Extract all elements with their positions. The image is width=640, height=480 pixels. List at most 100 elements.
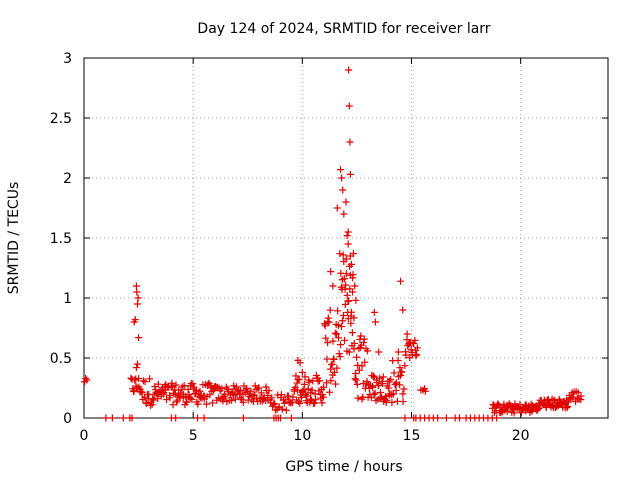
data-point — [239, 398, 247, 406]
data-point — [180, 382, 188, 390]
data-point — [421, 387, 429, 395]
data-point — [146, 401, 154, 409]
data-point — [371, 318, 379, 326]
data-point — [442, 414, 450, 422]
data-point — [267, 399, 275, 407]
data-point — [405, 340, 413, 348]
data-point — [389, 390, 397, 398]
data-point — [335, 334, 343, 342]
y-tick-label: 0.5 — [50, 351, 72, 367]
data-point — [277, 414, 284, 422]
x-tick-label: 5 — [189, 428, 198, 444]
data-point — [325, 318, 333, 326]
data-point — [402, 351, 410, 359]
data-point — [141, 378, 149, 386]
data-point — [577, 392, 585, 400]
data-point — [138, 389, 146, 397]
data-point — [358, 362, 366, 370]
data-point — [307, 395, 315, 403]
data-point — [337, 341, 345, 349]
data-point — [119, 414, 127, 422]
data-point — [399, 390, 407, 398]
data-point — [346, 170, 354, 178]
data-point — [495, 402, 503, 410]
data-point — [342, 281, 350, 289]
data-point — [265, 387, 273, 395]
data-point — [183, 398, 191, 406]
data-point — [327, 365, 335, 373]
tick-labels: 0 5 10 15 20 0 0.5 1 1.5 2 2.5 3 — [50, 51, 530, 444]
data-point — [343, 232, 351, 240]
data-point — [154, 394, 162, 402]
data-point — [243, 384, 251, 392]
data-point — [338, 174, 346, 182]
data-point — [326, 306, 334, 314]
data-point — [349, 288, 357, 296]
data-point — [336, 250, 344, 258]
data-point — [300, 386, 308, 394]
data-point — [411, 336, 419, 344]
data-point — [185, 391, 193, 399]
data-point — [163, 396, 171, 404]
data-point — [292, 372, 300, 380]
data-point — [569, 393, 577, 401]
data-point — [298, 387, 306, 395]
data-point — [229, 391, 237, 399]
data-point — [277, 391, 285, 399]
data-point — [493, 414, 501, 422]
data-point — [251, 391, 259, 399]
data-point — [412, 352, 420, 360]
data-point — [353, 380, 361, 388]
data-point — [345, 297, 353, 305]
data-point — [346, 138, 354, 146]
y-tick-label: 2 — [63, 171, 72, 187]
data-point — [271, 406, 279, 414]
data-points — [81, 66, 585, 422]
y-tick-label: 3 — [63, 51, 72, 67]
data-point — [350, 314, 358, 322]
data-point — [564, 398, 572, 406]
data-point — [255, 384, 263, 392]
data-point — [334, 307, 342, 315]
data-point — [320, 383, 328, 391]
data-point — [133, 288, 141, 296]
x-axis-label: GPS time / hours — [285, 459, 402, 475]
y-axis-label: SRMTID / TECUs — [6, 182, 22, 295]
data-point — [128, 414, 136, 422]
data-point — [298, 368, 306, 376]
data-point — [343, 291, 351, 299]
data-point — [237, 394, 245, 402]
data-point — [339, 312, 347, 320]
y-tick-label: 1.5 — [50, 231, 72, 247]
data-point — [233, 383, 241, 391]
data-point — [270, 400, 278, 408]
data-point — [146, 375, 154, 383]
data-point — [339, 186, 347, 194]
data-point — [385, 384, 393, 392]
data-point — [342, 255, 350, 263]
data-point — [403, 330, 411, 338]
data-point — [369, 372, 377, 380]
data-point — [398, 368, 406, 376]
data-point — [330, 355, 338, 363]
data-point — [369, 383, 377, 391]
data-point — [503, 407, 511, 415]
data-point — [353, 353, 361, 361]
data-point — [394, 348, 402, 356]
data-point — [327, 377, 335, 385]
data-point — [236, 386, 244, 394]
data-point — [363, 377, 371, 385]
data-point — [388, 398, 396, 406]
data-point — [340, 210, 348, 218]
data-point — [345, 102, 353, 110]
data-point — [379, 380, 387, 388]
data-point — [200, 414, 208, 422]
data-point — [143, 399, 151, 407]
chart-title: Day 124 of 2024, SRMTID for receiver lar… — [197, 21, 490, 37]
data-point — [177, 389, 185, 397]
data-point — [335, 350, 343, 358]
data-point — [375, 348, 383, 356]
data-point — [333, 364, 341, 372]
data-point — [148, 401, 156, 409]
data-point — [396, 381, 404, 389]
